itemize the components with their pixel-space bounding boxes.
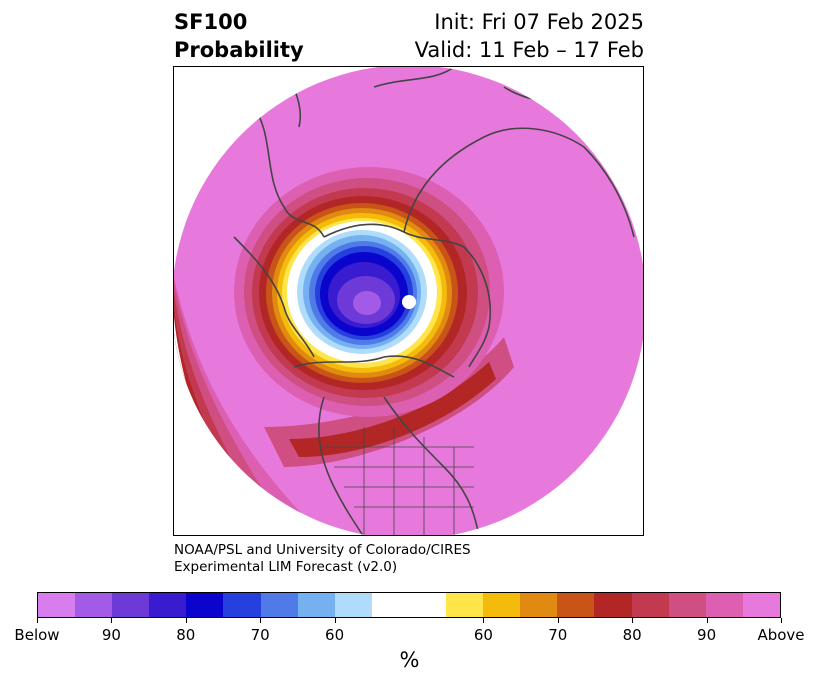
colorbar-tick-mark — [334, 618, 336, 623]
colorbar-swatch — [483, 593, 521, 617]
colorbar-ticks: Below 90 80 70 60 60 70 80 90 Above — [0, 626, 819, 646]
colorbar-tick-mark — [781, 618, 782, 623]
title-left: SF100 Probability — [174, 8, 304, 64]
colorbar-swatch — [371, 593, 409, 617]
colorbar — [37, 592, 781, 618]
colorbar-tick-label: 90 — [101, 626, 121, 644]
colorbar-tick-label: 60 — [325, 626, 345, 644]
colorbar-swatch — [38, 593, 76, 617]
pole-marker — [402, 295, 416, 309]
valid-range: Valid: 11 Feb – 17 Feb — [414, 38, 644, 62]
colorbar-swatch — [668, 593, 706, 617]
init-date: Init: Fri 07 Feb 2025 — [434, 10, 644, 34]
colorbar-tick-mark — [706, 618, 708, 623]
credit-text: NOAA/PSL and University of Colorado/CIRE… — [174, 542, 471, 576]
credit-line-2: Experimental LIM Forecast (v2.0) — [174, 559, 398, 575]
colorbar-tick-label: 60 — [473, 626, 493, 644]
colorbar-swatch — [186, 593, 224, 617]
colorbar-swatch — [557, 593, 595, 617]
colorbar-swatch — [742, 593, 780, 617]
colorbar-swatch — [408, 593, 447, 617]
colorbar-unit-label: % — [399, 648, 420, 672]
state-borders — [324, 427, 474, 535]
colorbar-swatch — [631, 593, 669, 617]
colorbar-tick-mark — [632, 618, 634, 623]
colorbar-tick-mark — [37, 618, 38, 623]
colorbar-tick-mark — [185, 618, 187, 623]
map-panel — [173, 66, 644, 536]
polar-map — [174, 67, 643, 535]
colorbar-tick-label: 70 — [548, 626, 568, 644]
colorbar-tick-label: 80 — [622, 626, 642, 644]
tail-blue-75 — [174, 367, 192, 535]
colorbar-tick-label: 90 — [697, 626, 717, 644]
colorbar-tick-label: 70 — [250, 626, 270, 644]
coastlines — [233, 67, 635, 535]
colorbar-swatch — [149, 593, 187, 617]
colorbar-tick-mark — [557, 618, 559, 623]
colorbar-swatch — [223, 593, 261, 617]
credit-line-1: NOAA/PSL and University of Colorado/CIRE… — [174, 542, 471, 558]
colorbar-swatch — [75, 593, 113, 617]
band-ring-85 — [264, 337, 514, 467]
title-variable: SF100 — [174, 10, 248, 34]
colorbar-swatch — [520, 593, 558, 617]
title-right: Init: Fri 07 Feb 2025 Valid: 11 Feb – 17… — [415, 8, 644, 64]
colorbar-swatch — [112, 593, 150, 617]
colorbar-tick-mark — [483, 618, 485, 623]
band-ring-75 — [289, 362, 496, 457]
title-kind: Probability — [174, 38, 304, 62]
colorbar-swatch — [446, 593, 484, 617]
colorbar-swatch — [594, 593, 632, 617]
colorbar-swatch — [297, 593, 335, 617]
colorbar-tick-label: Below — [14, 626, 60, 644]
colorbar-swatch — [260, 593, 298, 617]
colorbar-tick-label: 80 — [176, 626, 196, 644]
colorbar-swatch — [334, 593, 372, 617]
colorbar-tick-mark — [111, 618, 113, 623]
ring-below — [353, 291, 381, 315]
colorbar-tick-label: Above — [757, 626, 805, 644]
colorbar-swatch — [705, 593, 743, 617]
colorbar-tick-mark — [260, 618, 262, 623]
